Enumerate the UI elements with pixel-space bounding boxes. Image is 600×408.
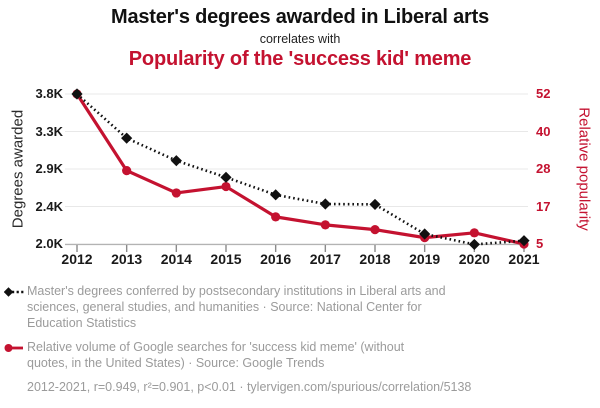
chart-title-secondary: Popularity of the 'success kid' meme: [128, 48, 472, 70]
right-axis-tick-label: 5: [536, 236, 544, 251]
x-axis-tick-label: 2020: [458, 251, 490, 267]
x-axis-tick-label: 2016: [260, 251, 292, 267]
x-axis-tick-label: 2012: [61, 251, 93, 267]
right-axis-title: Relative popularity: [575, 107, 593, 231]
red-circle-solid-line-icon: [4, 344, 23, 352]
legend-item-degrees: Master's degrees conferred by postsecond…: [4, 283, 596, 331]
x-axis-tick-label: 2021: [508, 251, 540, 267]
chart-title-primary: Master's degrees awarded in Liberal arts: [110, 6, 490, 28]
x-axis-tick-label: 2017: [309, 251, 341, 267]
legend-item-popularity: Relative volume of Google searches for '…: [4, 339, 596, 371]
left-axis-tick-label: 3.3K: [35, 123, 63, 139]
x-axis-tick-label: 2014: [160, 251, 192, 267]
right-axis-tick-label: 17: [536, 198, 551, 214]
legend: Master's degrees conferred by postsecond…: [4, 283, 596, 395]
right-axis-tick-label: 52: [536, 86, 551, 101]
correlates-with-label: correlates with: [259, 32, 341, 46]
left-axis-tick-label: 2.4K: [35, 198, 63, 214]
stats-footer: 2012-2021, r=0.949, r²=0.901, p<0.01 · t…: [27, 380, 472, 394]
right-axis-tick-label: 28: [536, 161, 551, 176]
black-diamond-dotted-line-icon: [4, 287, 24, 297]
right-axis-tick-label: 40: [536, 123, 551, 139]
left-axis-tick-label: 2.9K: [35, 161, 63, 176]
x-axis-tick-label: 2018: [359, 251, 391, 267]
legend-text-degrees: Master's degrees conferred by postsecond…: [27, 284, 446, 330]
x-axis-tick-label: 2013: [111, 251, 143, 267]
left-axis-tick-label: 3.8K: [35, 86, 63, 101]
x-axis-tick-label: 2019: [409, 251, 441, 267]
left-axis-tick-label: 2.0K: [35, 236, 63, 251]
legend-text-popularity: Relative volume of Google searches for '…: [27, 340, 405, 370]
x-axis-tick-label: 2015: [210, 251, 242, 267]
